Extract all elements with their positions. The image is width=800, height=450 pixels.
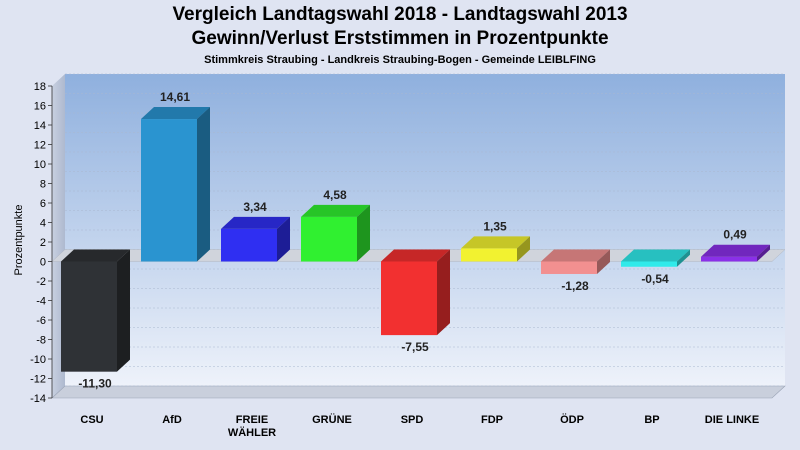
- data-label: -11,30: [78, 377, 112, 391]
- bar: [301, 204, 370, 262]
- bar-side: [277, 216, 290, 262]
- bar-front: [301, 216, 357, 262]
- bar-side: [597, 249, 610, 274]
- data-label: 1,35: [483, 219, 507, 233]
- bar-front: [621, 261, 677, 267]
- bar-top: [381, 249, 450, 262]
- bar-top: [141, 107, 210, 120]
- y-tick-label: -4: [36, 296, 46, 308]
- bar-side: [197, 107, 210, 262]
- bar-front: [701, 256, 757, 262]
- bar-front: [141, 119, 197, 262]
- x-tick-label: AfD: [162, 414, 182, 426]
- y-tick-label: 14: [34, 120, 46, 132]
- chart-subtitle-location: Stimmkreis Straubing - Landkreis Straubi…: [204, 54, 596, 66]
- y-tick-label: 10: [34, 159, 46, 171]
- bar-side: [437, 249, 450, 336]
- y-tick-label: 8: [40, 179, 46, 191]
- x-tick-label: WÄHLER: [228, 426, 276, 439]
- data-label: 0,49: [723, 228, 747, 242]
- y-tick-label: -6: [36, 315, 46, 327]
- data-label: -1,28: [561, 279, 589, 293]
- bar-top: [621, 249, 690, 262]
- y-tick-label: 4: [40, 218, 46, 230]
- data-label: -0,54: [641, 272, 669, 286]
- bar: [461, 236, 530, 262]
- bar: [221, 216, 290, 262]
- bar-side: [517, 236, 530, 262]
- x-tick-label: SPD: [401, 414, 424, 426]
- y-tick-label: -2: [36, 276, 46, 288]
- bar-front: [541, 261, 597, 274]
- bar: [701, 244, 770, 262]
- bar-front: [221, 228, 277, 262]
- bar-top: [301, 204, 370, 217]
- y-tick-label: 12: [34, 140, 46, 152]
- bar-side: [117, 249, 130, 372]
- bar-front: [61, 261, 117, 372]
- x-tick-label: CSU: [80, 414, 103, 426]
- chart-title: Vergleich Landtagswahl 2018 - Landtagswa…: [172, 4, 628, 25]
- bar-side: [357, 204, 370, 262]
- x-tick-label: BP: [644, 414, 659, 426]
- y-tick-label: -12: [30, 374, 46, 386]
- chart-subtitle: Gewinn/Verlust Erststimmen in Prozentpun…: [191, 28, 609, 49]
- bar: [621, 249, 690, 267]
- bar-top: [541, 249, 610, 262]
- y-tick-label: -14: [30, 393, 46, 405]
- y-tick-label: 16: [34, 101, 46, 113]
- bar-top: [221, 216, 290, 229]
- x-tick-label: GRÜNE: [312, 413, 352, 426]
- bar-top: [701, 244, 770, 257]
- bar: [61, 249, 130, 372]
- y-tick-label: 0: [40, 257, 46, 269]
- bar-top: [461, 236, 530, 249]
- x-tick-label: FREIE: [236, 414, 268, 426]
- bar-top: [61, 249, 130, 262]
- bar-side: [677, 249, 690, 267]
- bar-front: [461, 248, 517, 262]
- bar: [541, 249, 610, 274]
- bar-side: [757, 244, 770, 262]
- y-tick-label: 18: [34, 81, 46, 93]
- bar-front: [381, 261, 437, 336]
- bar: [381, 249, 450, 336]
- y-tick-label: -10: [30, 354, 46, 366]
- x-tick-label: FDP: [481, 414, 503, 426]
- floor: [51, 385, 786, 399]
- y-tick-label: 6: [40, 198, 46, 210]
- y-tick-label: -8: [36, 335, 46, 347]
- bar: [141, 107, 210, 262]
- data-label: 4,58: [323, 188, 347, 202]
- data-label: 3,34: [243, 200, 267, 214]
- x-tick-label: ÖDP: [560, 413, 584, 426]
- data-label: -7,55: [401, 340, 429, 354]
- y-tick-label: 2: [40, 237, 46, 249]
- y-axis-label: Prozentpunkte: [13, 205, 25, 276]
- x-tick-label: DIE LINKE: [705, 414, 759, 426]
- data-label: 14,61: [160, 90, 190, 104]
